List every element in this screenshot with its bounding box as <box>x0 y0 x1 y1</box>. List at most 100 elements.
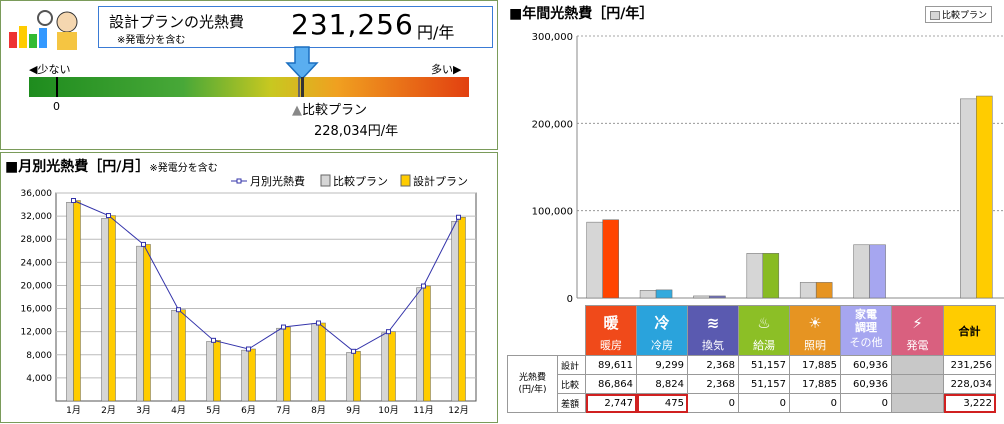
bar-design <box>709 295 726 299</box>
design-marker <box>301 77 304 97</box>
bar-design <box>178 309 186 402</box>
table-cell: 51,157 <box>738 374 790 394</box>
category-4: ☀ 照明 <box>789 305 841 356</box>
y-tick-label: 12,000 <box>21 328 53 338</box>
table-row: 比較 86,864 8,824 2,368 51,157 17,885 60,936 228,… <box>508 374 996 394</box>
category-3: ♨ 給湯 <box>738 305 790 356</box>
summary-title: 設計プランの光熱費 <box>109 13 245 31</box>
triangle-icon: ▲ <box>292 103 302 118</box>
legend-label: 比較プラン <box>333 174 388 188</box>
monthly-chart: 4,000 8,000 12,000 16,000 20,000 24,000 28,000… <box>21 174 477 416</box>
line-point <box>211 337 216 343</box>
summary-box: 設計プランの光熱費 ※発電分を含む 231,256 円/年 <box>98 6 493 48</box>
line-point <box>71 198 76 204</box>
x-tick-label: 5月 <box>206 405 221 416</box>
x-tick-label: 11月 <box>413 405 433 416</box>
table-cell <box>891 355 944 375</box>
bar-design <box>318 322 326 402</box>
line-point <box>421 283 426 289</box>
cost-table: 暖暖房冷冷房 ≋ 換気 ♨ 給湯 ☀ 照明 家電 調理 その他 ⚡ 発電 合計 光熱費 (円/年) 設計 89,… <box>507 305 996 413</box>
line-point <box>281 324 286 330</box>
table-cell: 0 <box>738 393 790 413</box>
table-cell: 228,034 <box>943 374 996 394</box>
y-tick-label: 36,000 <box>21 189 53 199</box>
category-icon: 暖 <box>603 314 619 332</box>
bar-compare <box>101 218 109 402</box>
annual-panel: ■年間光熱費［円/年］ 比較プラン 0 100,000 200,000 300,000… <box>507 0 1004 424</box>
monthly-panel: ■月別光熱費［円/月］※発電分を含む 4,000 8,000 12,000 16,00… <box>0 152 498 423</box>
x-tick-label: 6月 <box>241 405 256 416</box>
table-cell: 231,256 <box>943 355 996 375</box>
line-monthly <box>73 200 459 352</box>
table-cell: 2,368 <box>687 374 739 394</box>
table-cell: 8,824 <box>636 374 688 394</box>
category-icon: 冷 <box>654 314 670 332</box>
y-tick-label: 8,000 <box>26 351 52 361</box>
cost-scale-bar <box>29 77 469 97</box>
table-cell: 60,936 <box>840 355 892 375</box>
row-label: 設計 <box>557 355 586 375</box>
design-pointer-arrow-icon <box>285 46 319 81</box>
summary-value: 231,256 <box>291 8 414 41</box>
y-tick-label: 24,000 <box>21 258 53 268</box>
x-tick-label: 12月 <box>448 405 468 416</box>
bar-compare <box>66 201 74 402</box>
bar-design <box>976 95 993 299</box>
house-mascot-icon <box>9 10 78 50</box>
bar-design <box>815 282 833 299</box>
line-point <box>351 348 356 354</box>
bar-compare <box>853 244 870 299</box>
bar-compare <box>639 290 657 299</box>
x-tick-label: 8月 <box>311 405 326 416</box>
annual-legend: 比較プラン <box>925 6 993 23</box>
bar-design <box>655 289 673 299</box>
scale-low-label: ◀少ない <box>29 63 71 76</box>
bar-compare <box>799 282 817 299</box>
bar-design <box>248 348 256 402</box>
table-cell: 9,299 <box>636 355 688 375</box>
table-cell <box>891 393 944 413</box>
category-5: 家電 調理 その他 <box>840 305 892 356</box>
y-tick-label: 300,000 <box>532 32 573 43</box>
legend-swatch <box>400 174 411 187</box>
bar-compare <box>276 327 284 402</box>
bar-compare <box>586 221 603 299</box>
bar-design <box>762 253 780 299</box>
bar-compare <box>311 323 319 402</box>
x-tick-label: 9月 <box>346 405 361 416</box>
bar-compare <box>171 310 179 402</box>
bar-compare <box>960 98 977 299</box>
x-tick-label: 10月 <box>378 405 398 416</box>
row-label: 比較 <box>557 374 586 394</box>
compare-value: 228,034円/年 <box>314 124 399 139</box>
bar-compare <box>241 349 249 402</box>
line-point <box>386 329 391 335</box>
bar-design <box>388 331 396 402</box>
bar-design <box>602 219 619 299</box>
compare-marker <box>298 77 300 97</box>
x-tick-label: 7月 <box>276 405 291 416</box>
bar-compare <box>346 352 354 402</box>
line-point <box>316 320 321 326</box>
table-cell: 0 <box>687 393 739 413</box>
table-row: 差額 2,747 475 0 0 0 0 3,222 <box>508 393 996 413</box>
row-group-label: 光熱費 (円/年) <box>507 355 558 413</box>
table-cell: 3,222 <box>943 393 996 413</box>
bar-design <box>108 215 116 402</box>
table-cell: 60,936 <box>840 374 892 394</box>
table-cell: 2,747 <box>585 393 637 413</box>
monthly-title: ■月別光熱費［円/月］※発電分を含む <box>5 159 218 175</box>
line-point <box>176 307 181 313</box>
bar-compare <box>746 253 764 299</box>
category-icon: ♨ <box>757 314 771 332</box>
row-label: 差額 <box>557 393 586 413</box>
legend-swatch <box>320 174 331 187</box>
annual-title: ■年間光熱費［円/年］ <box>509 6 654 22</box>
x-tick-label: 3月 <box>136 405 151 416</box>
bar-design <box>869 244 886 299</box>
y-tick-label: 28,000 <box>21 235 53 245</box>
legend-label: 月別光熱費 <box>250 174 305 188</box>
line-point <box>246 346 251 352</box>
x-tick-label: 2月 <box>101 405 116 416</box>
bar-compare <box>136 245 144 402</box>
